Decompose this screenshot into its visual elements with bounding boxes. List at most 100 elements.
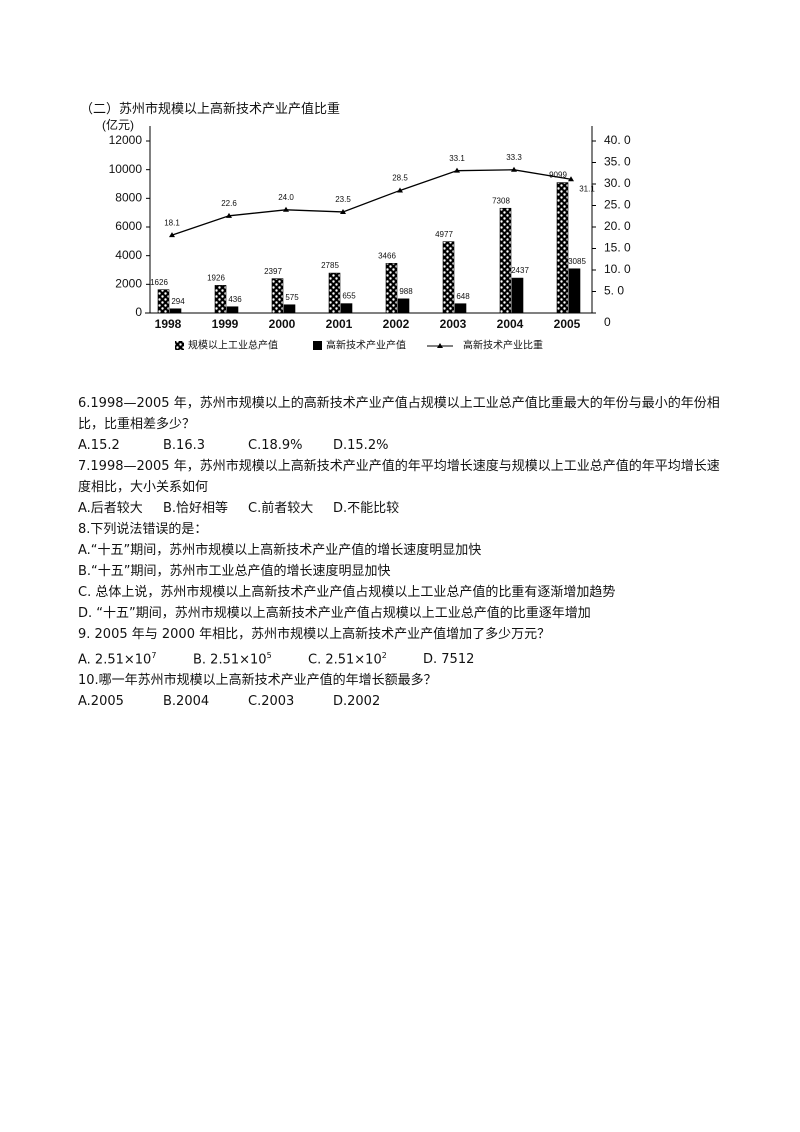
option: B.2004 xyxy=(163,691,248,712)
statement: C. 总体上说，苏州市规模以上高新技术产业产值占规模以上工业总产值的比重有逐渐增… xyxy=(78,585,616,600)
bar-value-label: 9099 xyxy=(549,171,567,180)
option-text: D.2002 xyxy=(333,694,381,710)
bar xyxy=(340,303,353,314)
bar-value-label: 436 xyxy=(228,295,242,304)
option: A.2005 xyxy=(78,691,163,712)
bar-value-label: 1626 xyxy=(150,278,168,287)
option-text: A. 2.51×10 xyxy=(78,652,152,668)
option: D.2002 xyxy=(333,691,418,712)
y2-tick-label: 20. 0 xyxy=(604,219,631,233)
chart: (亿元) 0 2000 4000 6000 8000 10000 12000 0 5. 0 10.… xyxy=(102,117,631,352)
option: A. 2.51×107 xyxy=(78,645,193,670)
option-text: A.15.2 xyxy=(78,438,120,453)
bar-value-label: 2785 xyxy=(321,261,339,270)
y-tick-label: 12000 xyxy=(109,133,143,147)
ratio-value-label: 31.1 xyxy=(579,184,595,193)
question-stem: 8.下列说法错误的是： xyxy=(78,522,208,537)
ratio-marker xyxy=(454,167,460,173)
ratio-marker xyxy=(226,212,232,218)
heading: （二）苏州市规模以上高新技术产业产值比重 xyxy=(80,102,341,117)
bar-value-label: 3085 xyxy=(568,257,586,266)
ratio-value-label: 24.0 xyxy=(278,193,294,202)
bar xyxy=(214,285,227,314)
option: A.15.2 xyxy=(78,435,163,456)
x-tick-label: 2005 xyxy=(554,317,581,331)
option: B.恰好相等 xyxy=(163,498,248,519)
y2-tick-label: 30. 0 xyxy=(604,176,631,190)
option-text: D. 7512 xyxy=(423,652,475,668)
question-stem: 9. 2005 年与 2000 年相比，苏州市规模以上高新技术产业产值增加了多少… xyxy=(78,627,551,642)
bar-value-label: 2437 xyxy=(511,266,529,275)
ratio-marker xyxy=(169,232,175,238)
option-text: C.18.9% xyxy=(248,438,303,453)
legend-label: 高新技术产业比重 xyxy=(463,339,543,352)
ratio-marker xyxy=(397,187,403,193)
option-text: B.16.3 xyxy=(163,438,205,453)
bar-value-label: 988 xyxy=(399,287,413,296)
y2-tick-label: 5. 0 xyxy=(604,284,624,298)
ratio-value-label: 33.1 xyxy=(449,154,465,163)
bar xyxy=(328,272,341,314)
bar-value-label: 655 xyxy=(342,292,356,301)
option-text: D.不能比较 xyxy=(333,501,400,516)
x-tick-label: 2004 xyxy=(497,317,524,331)
question-stem: 10.哪一年苏州市规模以上高新技术产业产值的年增长额最多？ xyxy=(78,673,437,689)
options: A.后者较大 B.恰好相等 C.前者较大 D.不能比较 xyxy=(78,498,728,519)
y-axis-unit: (亿元) xyxy=(102,117,134,132)
option-text: A.2005 xyxy=(78,694,124,710)
option: A.后者较大 xyxy=(78,498,163,519)
legend-label: 高新技术产业产值 xyxy=(326,339,406,352)
y-tick-label: 0 xyxy=(135,305,142,319)
option-text: A.后者较大 xyxy=(78,501,143,516)
y2-tick-label: 25. 0 xyxy=(604,198,631,212)
y-tick-label: 8000 xyxy=(115,191,142,205)
ratio-marker xyxy=(568,176,574,182)
option-text: D.15.2% xyxy=(333,438,389,453)
question-stem: 7.1998—2005 年，苏州市规模以上高新技术产业产值的年平均增长速度与规模… xyxy=(78,459,720,495)
bar xyxy=(283,304,296,314)
y2-tick-label: 10. 0 xyxy=(604,262,631,276)
option: C.18.9% xyxy=(248,435,333,456)
x-tick-label: 2001 xyxy=(326,317,353,331)
x-tick-label: 1999 xyxy=(212,317,239,331)
option-text: C.前者较大 xyxy=(248,501,314,516)
bar xyxy=(169,308,182,314)
bar xyxy=(226,306,239,314)
questions: 6.1998—2005 年，苏州市规模以上的高新技术产业产值占规模以上工业总产值… xyxy=(78,393,728,712)
option: D. 7512 xyxy=(423,649,508,670)
question-stem: 6.1998—2005 年，苏州市规模以上的高新技术产业产值占规模以上工业总产值… xyxy=(78,396,720,432)
y2-tick-label: 15. 0 xyxy=(604,241,631,255)
option: C.2003 xyxy=(248,691,333,712)
y2-tick-label: 40. 0 xyxy=(604,133,631,147)
bar xyxy=(271,278,284,314)
ratio-marker xyxy=(511,166,517,172)
legend-swatch xyxy=(175,341,184,350)
option-text: C. 2.51×10 xyxy=(308,652,382,668)
option: C.前者较大 xyxy=(248,498,333,519)
option-text: C.2003 xyxy=(248,694,295,710)
ratio-value-label: 22.6 xyxy=(221,199,237,208)
option-exponent: 7 xyxy=(151,651,157,660)
bar xyxy=(454,303,467,314)
options: A.2005 B.2004 C.2003 D.2002 xyxy=(78,691,728,712)
ratio-value-label: 18.1 xyxy=(164,218,180,227)
bar-value-label: 4977 xyxy=(435,230,453,239)
bar xyxy=(397,298,410,314)
bar xyxy=(499,207,512,314)
option-text: B.2004 xyxy=(163,694,210,710)
bar-value-label: 1926 xyxy=(207,274,225,283)
statement: D. “十五”期间，苏州市规模以上高新技术产业产值占规模以上工业总产值的比重逐年… xyxy=(78,606,591,621)
option: D.不能比较 xyxy=(333,498,418,519)
option: D.15.2% xyxy=(333,435,418,456)
ratio-marker xyxy=(283,206,289,212)
bar-value-label: 7308 xyxy=(492,196,510,205)
bar-value-label: 575 xyxy=(285,293,299,302)
bar xyxy=(157,289,170,314)
x-tick-label: 1998 xyxy=(155,317,182,331)
option-exponent: 2 xyxy=(381,651,387,660)
bar-value-label: 3466 xyxy=(378,251,396,260)
bar-value-label: 648 xyxy=(456,292,470,301)
option-text: B.恰好相等 xyxy=(163,501,229,516)
y-tick-label: 4000 xyxy=(115,248,142,262)
y-tick-label: 10000 xyxy=(109,162,143,176)
